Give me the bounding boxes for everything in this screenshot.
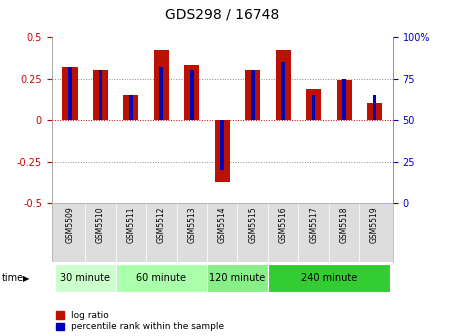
Text: GSM5514: GSM5514 xyxy=(218,206,227,243)
Bar xyxy=(68,67,72,120)
Bar xyxy=(276,50,291,120)
Bar xyxy=(123,95,138,120)
Bar xyxy=(62,67,78,120)
Bar xyxy=(93,70,108,120)
Text: 120 minute: 120 minute xyxy=(209,273,266,283)
Text: GSM5519: GSM5519 xyxy=(370,206,379,243)
Text: GSM5513: GSM5513 xyxy=(187,206,196,243)
Text: GSM5517: GSM5517 xyxy=(309,206,318,243)
Bar xyxy=(129,95,133,120)
Bar xyxy=(336,80,352,120)
Text: GSM5511: GSM5511 xyxy=(126,206,135,243)
Bar xyxy=(373,95,376,120)
Bar xyxy=(268,264,390,292)
Bar xyxy=(282,62,285,120)
Bar xyxy=(251,70,255,120)
Bar xyxy=(207,264,268,292)
Text: GSM5512: GSM5512 xyxy=(157,206,166,243)
Bar xyxy=(55,264,116,292)
Bar xyxy=(220,120,224,170)
Bar xyxy=(245,70,260,120)
Bar xyxy=(342,79,346,120)
Text: 240 minute: 240 minute xyxy=(301,273,357,283)
Text: GSM5515: GSM5515 xyxy=(248,206,257,243)
Text: GDS298 / 16748: GDS298 / 16748 xyxy=(165,8,279,22)
Text: 60 minute: 60 minute xyxy=(136,273,186,283)
Bar xyxy=(98,70,102,120)
Bar xyxy=(367,103,382,120)
Bar xyxy=(116,264,207,292)
Bar xyxy=(184,65,199,120)
Text: GSM5518: GSM5518 xyxy=(339,206,348,243)
Text: ▶: ▶ xyxy=(23,274,30,283)
Text: 30 minute: 30 minute xyxy=(60,273,110,283)
Bar xyxy=(154,50,169,120)
Legend: log ratio, percentile rank within the sample: log ratio, percentile rank within the sa… xyxy=(56,311,224,332)
Text: time: time xyxy=(2,273,24,283)
Text: GSM5510: GSM5510 xyxy=(96,206,105,243)
Bar xyxy=(190,70,194,120)
Text: GSM5509: GSM5509 xyxy=(66,206,75,243)
Text: GSM5516: GSM5516 xyxy=(279,206,288,243)
Bar xyxy=(306,88,321,120)
Bar xyxy=(215,120,230,182)
Bar xyxy=(312,95,316,120)
Bar xyxy=(159,67,163,120)
